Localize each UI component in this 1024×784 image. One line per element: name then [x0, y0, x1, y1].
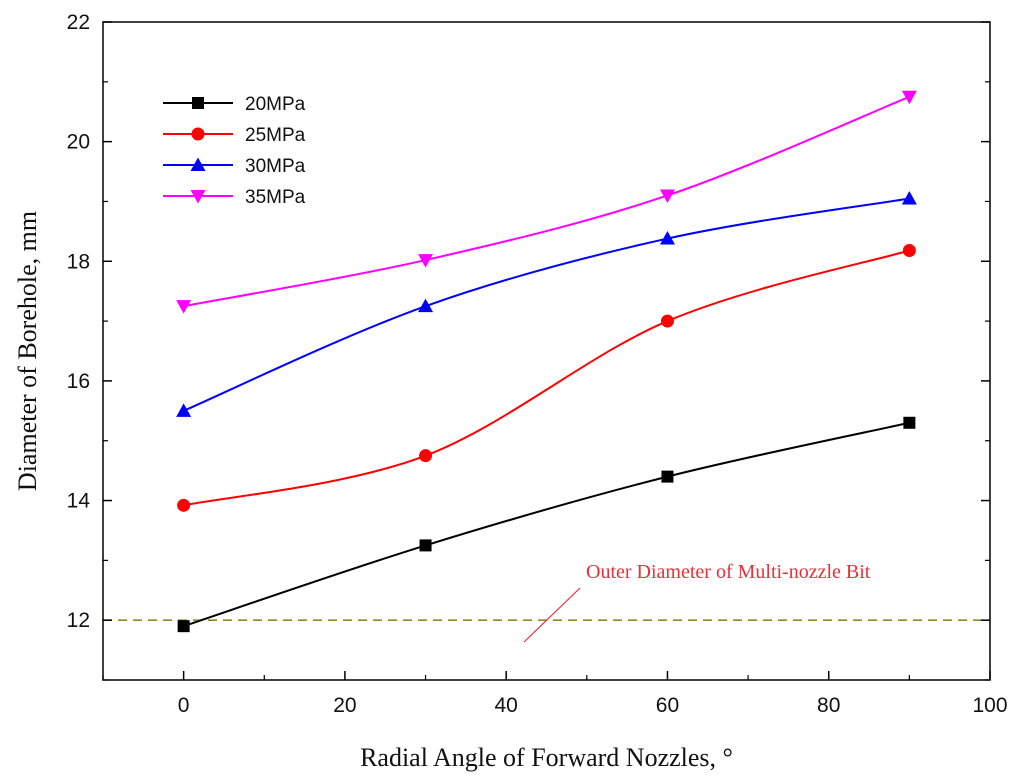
y-tick-label: 12 — [67, 609, 90, 632]
annotation-leader-line — [523, 587, 581, 643]
data-point-35MPa — [659, 189, 675, 203]
data-point-25MPa — [177, 498, 191, 512]
y-tick-label: 14 — [67, 490, 91, 513]
data-point-25MPa — [660, 314, 674, 328]
series-line-25MPa — [183, 249, 910, 507]
plot-frame — [102, 21, 991, 681]
data-point-30MPa — [176, 403, 192, 417]
data-point-20MPa — [177, 620, 190, 633]
series-line-30MPa — [183, 197, 910, 412]
data-point-20MPa — [903, 416, 916, 429]
legend-marker-30MPa — [190, 157, 206, 171]
legend-label-35MPa: 35MPa — [245, 187, 306, 208]
y-axis-title: Diameter of Borehole, mm — [13, 211, 42, 491]
data-point-30MPa — [901, 190, 917, 205]
data-point-30MPa — [418, 298, 434, 313]
legend-marker-35MPa — [190, 190, 206, 204]
legend-marker-25MPa — [191, 127, 205, 141]
series-line-20MPa — [183, 421, 910, 628]
y-tick-label: 18 — [67, 250, 90, 273]
y-tick-label: 20 — [67, 131, 90, 154]
x-tick-label: 40 — [495, 694, 518, 717]
legend-label-20MPa: 20MPa — [245, 94, 306, 115]
series-line-35MPa — [183, 95, 910, 308]
legend-label-30MPa: 30MPa — [245, 156, 306, 177]
x-tick-label: 80 — [817, 694, 840, 717]
x-tick-label: 0 — [178, 694, 190, 717]
data-point-35MPa — [176, 300, 192, 314]
legend-label-25MPa: 25MPa — [245, 125, 306, 146]
data-point-20MPa — [419, 539, 432, 552]
x-axis-title: Radial Angle of Forward Nozzles, ° — [360, 743, 733, 772]
y-tick-label: 22 — [67, 11, 90, 34]
data-point-30MPa — [659, 231, 675, 245]
data-point-35MPa — [418, 254, 434, 268]
data-point-35MPa — [901, 90, 917, 105]
annotation-text: Outer Diameter of Multi-nozzle Bit — [586, 561, 871, 583]
data-point-20MPa — [661, 470, 674, 483]
x-tick-label: 20 — [333, 694, 356, 717]
y-tick-label: 16 — [67, 370, 90, 393]
legend-marker-20MPa — [192, 97, 204, 109]
data-point-25MPa — [419, 449, 433, 463]
data-point-25MPa — [902, 244, 916, 258]
x-tick-label: 100 — [972, 694, 1007, 717]
x-tick-label: 60 — [656, 694, 679, 717]
